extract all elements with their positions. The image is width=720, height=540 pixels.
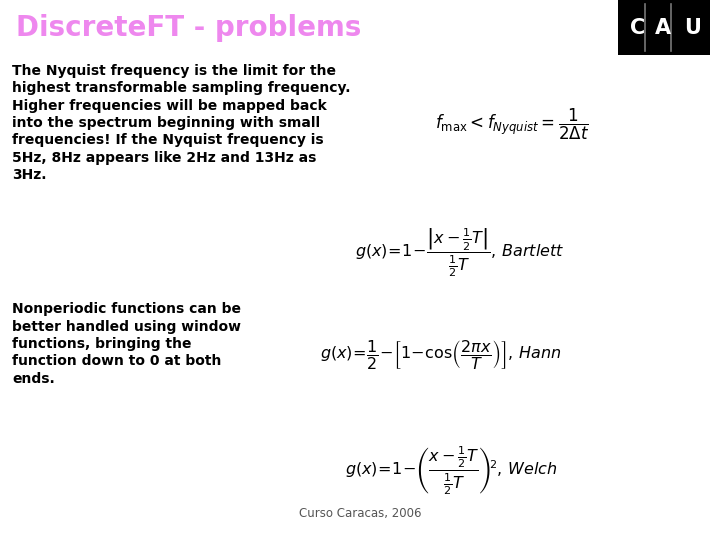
Bar <box>618 0 710 55</box>
Text: $g(x)\!=\!1\!-\!\dfrac{\left|x-\frac{1}{2}T\right|}{\frac{1}{2}T},\,\mathit{Bart: $g(x)\!=\!1\!-\!\dfrac{\left|x-\frac{1}{… <box>355 226 564 279</box>
Text: Curso Caracas, 2006: Curso Caracas, 2006 <box>299 507 421 520</box>
Text: U: U <box>684 17 701 38</box>
Text: C: C <box>630 17 645 38</box>
Text: The Nyquist frequency is the limit for the
highest transformable sampling freque: The Nyquist frequency is the limit for t… <box>12 64 351 182</box>
Text: DiscreteFT - problems: DiscreteFT - problems <box>16 14 361 42</box>
Text: $f_{\mathrm{max}} < f_{\mathit{Nyquist}} = \dfrac{1}{2\Delta t}$: $f_{\mathrm{max}} < f_{\mathit{Nyquist}}… <box>435 107 589 142</box>
Text: $g(x)\!=\!1\!-\!\left(\dfrac{x-\frac{1}{2}T}{\frac{1}{2}T}\right)^{\!2},\,\mathi: $g(x)\!=\!1\!-\!\left(\dfrac{x-\frac{1}{… <box>345 444 557 497</box>
Text: A: A <box>655 17 671 38</box>
Text: $g(x)\!=\!\dfrac{1}{2}\!-\!\left[1\!-\!\cos\!\left(\dfrac{2\pi x}{T}\right)\righ: $g(x)\!=\!\dfrac{1}{2}\!-\!\left[1\!-\!\… <box>320 338 562 371</box>
Text: Nonperiodic functions can be
better handled using window
functions, bringing the: Nonperiodic functions can be better hand… <box>12 302 241 386</box>
